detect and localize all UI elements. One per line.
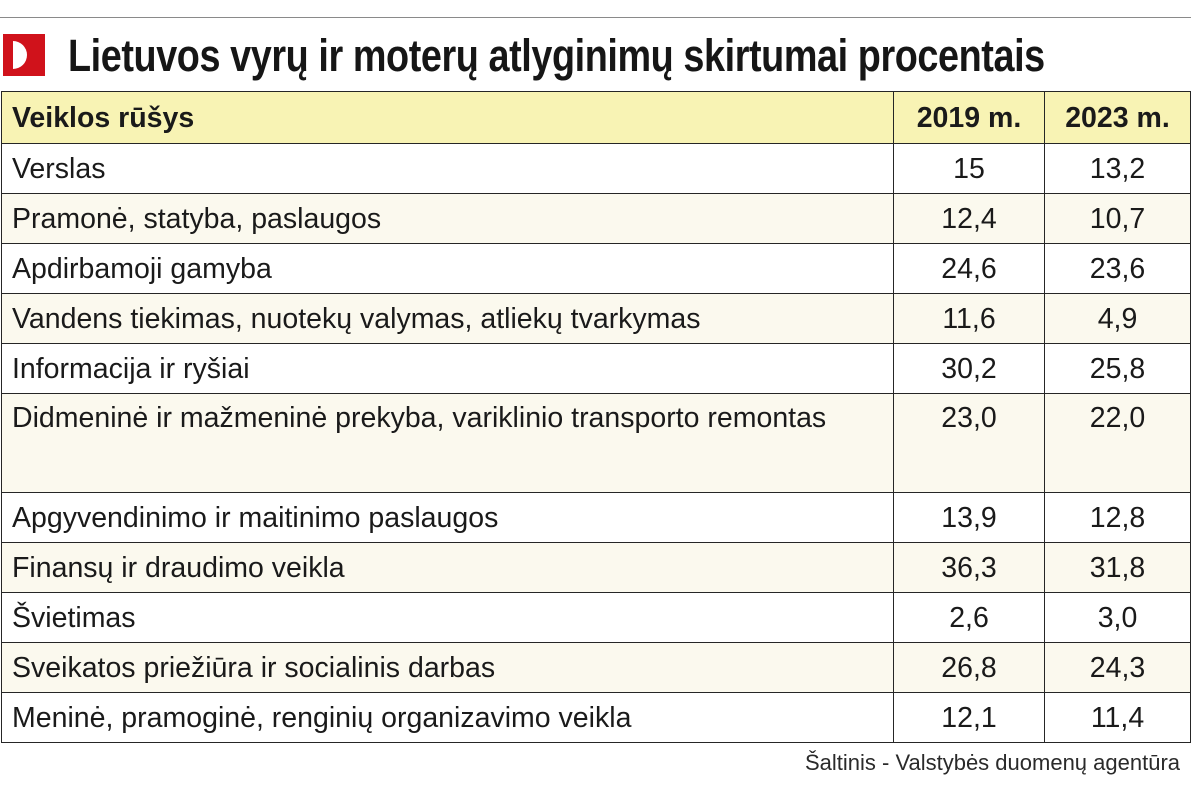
top-rule xyxy=(0,17,1191,18)
table-row: Verslas 15 13,2 xyxy=(1,143,1191,194)
cell-2023: 23,6 xyxy=(1044,243,1191,294)
table-header-row: Veiklos rūšys 2019 m. 2023 m. xyxy=(1,91,1191,144)
cell-2023: 31,8 xyxy=(1044,542,1191,593)
cell-activity: Finansų ir draudimo veikla xyxy=(1,542,894,593)
column-header-activity: Veiklos rūšys xyxy=(1,91,894,144)
cell-2023: 4,9 xyxy=(1044,293,1191,344)
cell-activity: Apgyvendinimo ir maitinimo paslaugos xyxy=(1,492,894,543)
header: Lietuvos vyrų ir moterų atlyginimų skirt… xyxy=(0,24,1191,88)
cell-2023: 24,3 xyxy=(1044,642,1191,693)
column-header-2023: 2023 m. xyxy=(1044,91,1191,144)
cell-2019: 11,6 xyxy=(893,293,1045,344)
cell-2019: 24,6 xyxy=(893,243,1045,294)
table-row: Finansų ir draudimo veikla 36,3 31,8 xyxy=(1,542,1191,593)
cell-2023: 3,0 xyxy=(1044,592,1191,643)
cell-2023: 12,8 xyxy=(1044,492,1191,543)
source-note: Šaltinis - Valstybės duomenų agentūra xyxy=(804,750,1180,775)
cell-2023: 13,2 xyxy=(1044,143,1191,194)
table-row: Meninė, pramoginė, renginių organizavimo… xyxy=(1,692,1191,743)
cell-2023: 11,4 xyxy=(1044,692,1191,743)
cell-2019: 15 xyxy=(893,143,1045,194)
cell-2019: 13,9 xyxy=(893,492,1045,543)
cell-2019: 23,0 xyxy=(893,393,1045,493)
cell-activity: Apdirbamoji gamyba xyxy=(1,243,894,294)
cell-activity: Švietimas xyxy=(1,592,894,643)
cell-activity: Meninė, pramoginė, renginių organizavimo… xyxy=(1,692,894,743)
table-body: Verslas 15 13,2 Pramonė, statyba, paslaugos… xyxy=(1,143,1191,743)
table-row: Pramonė, statyba, paslaugos 12,4 10,7 xyxy=(1,193,1191,244)
page-title: Lietuvos vyrų ir moterų atlyginimų skirt… xyxy=(68,30,1045,81)
cell-activity: Sveikatos priežiūra ir socialinis darbas xyxy=(1,642,894,693)
d-logo-icon xyxy=(3,34,45,76)
cell-2019: 12,1 xyxy=(893,692,1045,743)
cell-activity: Informacija ir ryšiai xyxy=(1,343,894,394)
cell-2023: 25,8 xyxy=(1044,343,1191,394)
table-row: Apgyvendinimo ir maitinimo paslaugos 13,9… xyxy=(1,492,1191,543)
table-row: Informacija ir ryšiai 30,2 25,8 xyxy=(1,343,1191,394)
cell-activity: Pramonė, statyba, paslaugos xyxy=(1,193,894,244)
cell-2019: 30,2 xyxy=(893,343,1045,394)
cell-2019: 36,3 xyxy=(893,542,1045,593)
column-header-2019: 2019 m. xyxy=(893,91,1045,144)
table-row: Sveikatos priežiūra ir socialinis darbas… xyxy=(1,642,1191,693)
table-row: Vandens tiekimas, nuotekų valymas, atlie… xyxy=(1,293,1191,344)
cell-2023: 10,7 xyxy=(1044,193,1191,244)
cell-activity: Didmeninė ir mažmeninė prekyba, variklin… xyxy=(1,393,894,493)
cell-2023: 22,0 xyxy=(1044,393,1191,493)
table-row: Apdirbamoji gamyba 24,6 23,6 xyxy=(1,243,1191,294)
table-row: Švietimas 2,6 3,0 xyxy=(1,592,1191,643)
cell-activity: Vandens tiekimas, nuotekų valymas, atlie… xyxy=(1,293,894,344)
cell-2019: 12,4 xyxy=(893,193,1045,244)
wage-gap-table: Veiklos rūšys 2019 m. 2023 m. Verslas 15 1… xyxy=(1,91,1191,743)
cell-activity: Verslas xyxy=(1,143,894,194)
table-row: Didmeninė ir mažmeninė prekyba, variklin… xyxy=(1,393,1191,493)
cell-2019: 2,6 xyxy=(893,592,1045,643)
logo-mark xyxy=(13,41,27,69)
cell-2019: 26,8 xyxy=(893,642,1045,693)
